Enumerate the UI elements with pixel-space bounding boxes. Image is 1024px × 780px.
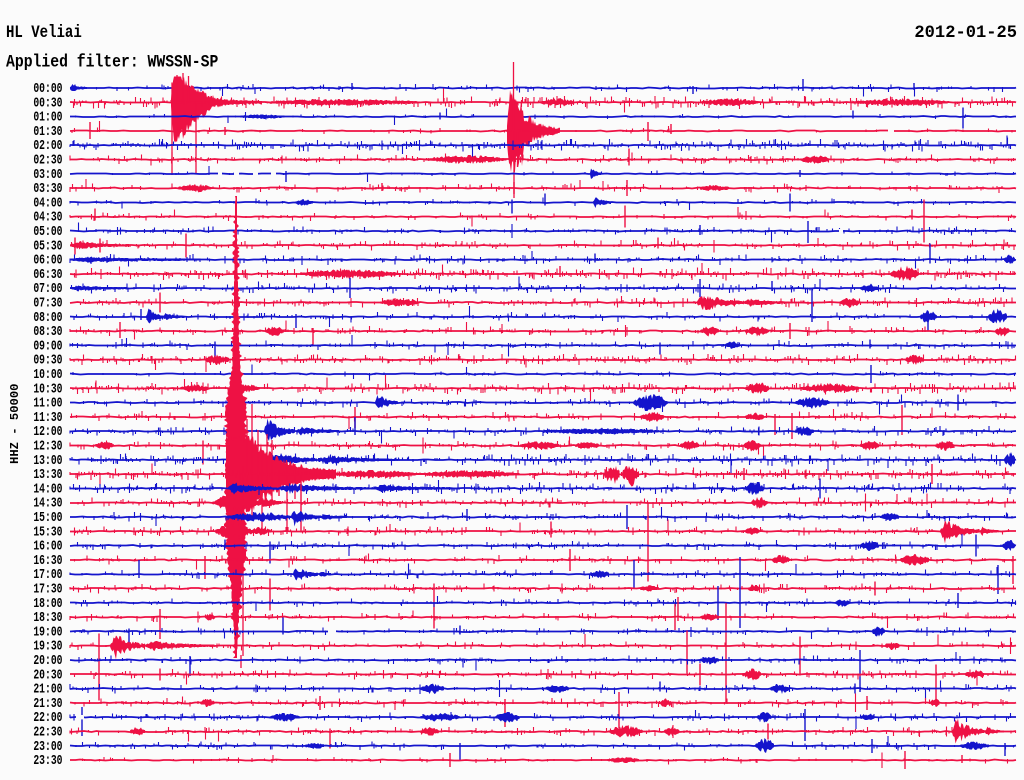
svg-text:18:30: 18:30 bbox=[33, 610, 62, 626]
svg-text:08:30: 08:30 bbox=[33, 324, 62, 340]
svg-text:11:30: 11:30 bbox=[33, 410, 62, 426]
svg-text:04:00: 04:00 bbox=[33, 195, 62, 211]
svg-text:16:00: 16:00 bbox=[33, 538, 62, 554]
svg-text:01:30: 01:30 bbox=[33, 124, 62, 140]
svg-text:09:30: 09:30 bbox=[33, 352, 62, 368]
svg-text:20:00: 20:00 bbox=[33, 653, 62, 669]
svg-text:02:30: 02:30 bbox=[33, 152, 62, 168]
svg-text:15:30: 15:30 bbox=[33, 524, 62, 540]
svg-text:03:30: 03:30 bbox=[33, 181, 62, 197]
svg-text:HL Veliai: HL Veliai bbox=[6, 22, 82, 42]
svg-text:22:30: 22:30 bbox=[33, 724, 62, 740]
svg-text:01:00: 01:00 bbox=[33, 109, 62, 125]
svg-text:12:00: 12:00 bbox=[33, 424, 62, 440]
svg-text:21:00: 21:00 bbox=[33, 681, 62, 697]
svg-text:2012-01-25: 2012-01-25 bbox=[914, 22, 1017, 43]
svg-text:00:00: 00:00 bbox=[33, 81, 62, 97]
svg-text:06:00: 06:00 bbox=[33, 252, 62, 268]
svg-text:08:00: 08:00 bbox=[33, 310, 62, 326]
svg-text:23:00: 23:00 bbox=[33, 739, 62, 755]
svg-text:02:00: 02:00 bbox=[33, 138, 62, 154]
svg-text:14:30: 14:30 bbox=[33, 495, 62, 511]
svg-text:19:00: 19:00 bbox=[33, 624, 62, 640]
svg-text:16:30: 16:30 bbox=[33, 553, 62, 569]
svg-text:18:00: 18:00 bbox=[33, 596, 62, 612]
svg-text:HHZ - 50000: HHZ - 50000 bbox=[8, 384, 22, 464]
svg-text:Applied filter: WWSSN-SP: Applied filter: WWSSN-SP bbox=[6, 51, 218, 72]
svg-text:19:30: 19:30 bbox=[33, 638, 62, 654]
svg-text:23:30: 23:30 bbox=[33, 753, 62, 769]
svg-text:14:00: 14:00 bbox=[33, 481, 62, 497]
svg-text:21:30: 21:30 bbox=[33, 696, 62, 712]
svg-text:13:00: 13:00 bbox=[33, 453, 62, 469]
svg-text:10:00: 10:00 bbox=[33, 367, 62, 383]
svg-text:07:00: 07:00 bbox=[33, 281, 62, 297]
svg-text:00:30: 00:30 bbox=[33, 95, 62, 111]
svg-text:05:30: 05:30 bbox=[33, 238, 62, 254]
svg-text:12:30: 12:30 bbox=[33, 438, 62, 454]
svg-text:05:00: 05:00 bbox=[33, 224, 62, 240]
svg-text:11:00: 11:00 bbox=[33, 395, 62, 411]
svg-text:06:30: 06:30 bbox=[33, 267, 62, 283]
svg-text:13:30: 13:30 bbox=[33, 467, 62, 483]
svg-text:10:30: 10:30 bbox=[33, 381, 62, 397]
svg-text:20:30: 20:30 bbox=[33, 667, 62, 683]
svg-text:09:00: 09:00 bbox=[33, 338, 62, 354]
svg-text:03:00: 03:00 bbox=[33, 167, 62, 183]
svg-text:17:00: 17:00 bbox=[33, 567, 62, 583]
svg-text:04:30: 04:30 bbox=[33, 209, 62, 225]
svg-text:15:00: 15:00 bbox=[33, 510, 62, 526]
svg-text:22:00: 22:00 bbox=[33, 710, 62, 726]
svg-text:07:30: 07:30 bbox=[33, 295, 62, 311]
svg-text:17:30: 17:30 bbox=[33, 581, 62, 597]
